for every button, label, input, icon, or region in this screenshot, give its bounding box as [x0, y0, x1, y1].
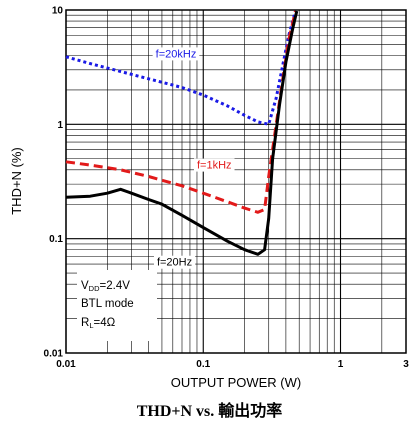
curve-label-bg: [153, 255, 196, 269]
caption-cjk: 輸出功率: [218, 403, 283, 420]
y-axis-label: THD+N (%): [9, 147, 24, 215]
y-tick-label: 0.1: [49, 234, 63, 245]
series-line-f-1khz: [65, 10, 297, 214]
annotations: f=20kHz f=1kHz f=20Hz: [152, 47, 235, 269]
caption-prefix: THD+N vs.: [136, 403, 219, 420]
curve-label: f=20Hz: [157, 257, 192, 269]
series-line-f-20hz: [65, 10, 299, 256]
series-line-f-20khz: [65, 10, 297, 126]
curve-label: f=1kHz: [197, 160, 232, 172]
y-tick-label: 10: [52, 6, 64, 17]
x-tick-label: 0.1: [196, 359, 210, 370]
curve-label-bg: [152, 47, 200, 61]
tick-labels: 0.01 0.1 1 3 0.01 0.1 1 10: [44, 6, 410, 371]
x-tick-label: 0.01: [56, 359, 76, 370]
condition-rl: RL=4Ω: [81, 317, 116, 330]
curve-label: f=20kHz: [156, 48, 197, 60]
x-tick-label: 1: [338, 359, 344, 370]
condition-vdd: VDD=2.4V: [81, 280, 130, 293]
grid: [65, 10, 407, 354]
y-tick-label: 1: [57, 120, 63, 131]
conditions-box: VDD=2.4V BTL mode RL=4Ω: [77, 270, 157, 341]
curve-label-bg: [193, 158, 235, 172]
series-layer: [65, 10, 299, 256]
figure-caption: THD+N vs. 輸出功率: [0, 397, 419, 421]
y-tick-label: 0.01: [44, 349, 64, 360]
plot-frame: [65, 9, 407, 354]
x-tick-label: 3: [403, 359, 409, 370]
condition-mode: BTL mode: [81, 298, 134, 310]
x-axis-label: OUTPUT POWER (W): [171, 375, 301, 390]
